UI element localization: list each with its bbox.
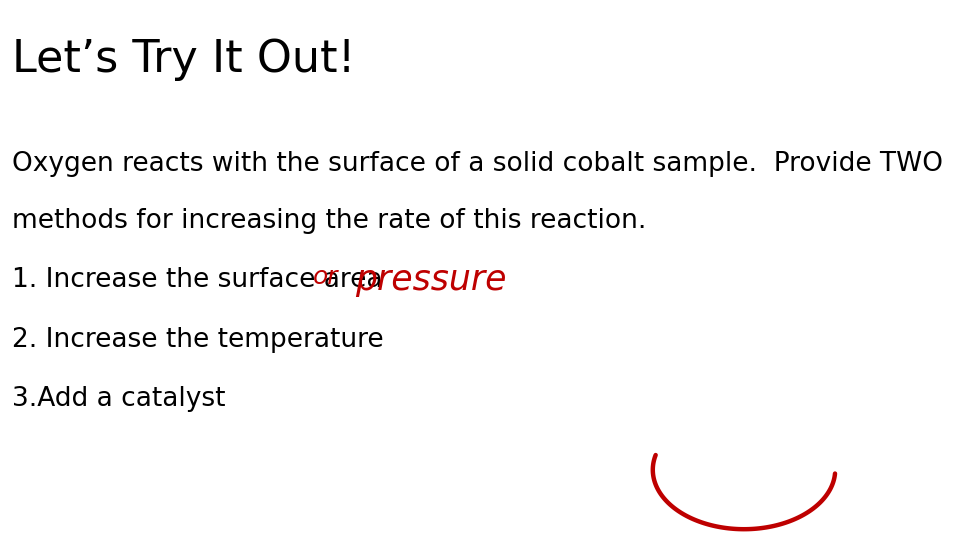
Text: 1. Increase the surface area: 1. Increase the surface area: [12, 267, 392, 293]
Text: 2. Increase the temperature: 2. Increase the temperature: [12, 327, 384, 353]
Text: or: or: [313, 265, 339, 289]
Text: Oxygen reacts with the surface of a solid cobalt sample.  Provide TWO: Oxygen reacts with the surface of a soli…: [12, 151, 944, 177]
Text: pressure: pressure: [355, 263, 507, 297]
Text: methods for increasing the rate of this reaction.: methods for increasing the rate of this …: [12, 208, 647, 234]
Text: Let’s Try It Out!: Let’s Try It Out!: [12, 38, 356, 81]
Text: 3.Add a catalyst: 3.Add a catalyst: [12, 386, 226, 412]
